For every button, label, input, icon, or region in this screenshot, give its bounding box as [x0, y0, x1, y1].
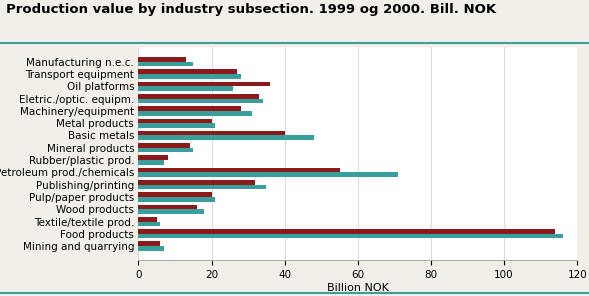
Bar: [138, 106, 241, 111]
Bar: [138, 123, 215, 128]
Bar: [138, 136, 314, 140]
Bar: [138, 205, 197, 209]
Bar: [138, 246, 164, 251]
Bar: [138, 118, 211, 123]
Bar: [138, 209, 204, 214]
Bar: [138, 148, 193, 152]
Bar: [138, 221, 160, 226]
Bar: [138, 62, 193, 66]
Bar: [138, 185, 266, 189]
Bar: [138, 74, 241, 79]
Bar: [138, 143, 190, 148]
Bar: [138, 69, 237, 74]
Bar: [138, 111, 252, 115]
Bar: [138, 229, 555, 234]
Bar: [138, 94, 259, 99]
Bar: [138, 99, 263, 103]
Bar: [138, 192, 211, 197]
Bar: [138, 180, 256, 185]
Bar: [138, 155, 168, 160]
Bar: [138, 160, 164, 165]
Bar: [138, 242, 160, 246]
Text: Production value by industry subsection. 1999 og 2000. Bill. NOK: Production value by industry subsection.…: [6, 3, 496, 16]
Bar: [138, 172, 398, 177]
Bar: [138, 86, 233, 91]
Bar: [138, 57, 186, 62]
Bar: [138, 197, 215, 202]
X-axis label: Billion NOK: Billion NOK: [327, 283, 389, 293]
Bar: [138, 234, 562, 239]
Bar: [138, 131, 284, 136]
Bar: [138, 217, 157, 221]
Bar: [138, 82, 270, 86]
Bar: [138, 168, 339, 172]
